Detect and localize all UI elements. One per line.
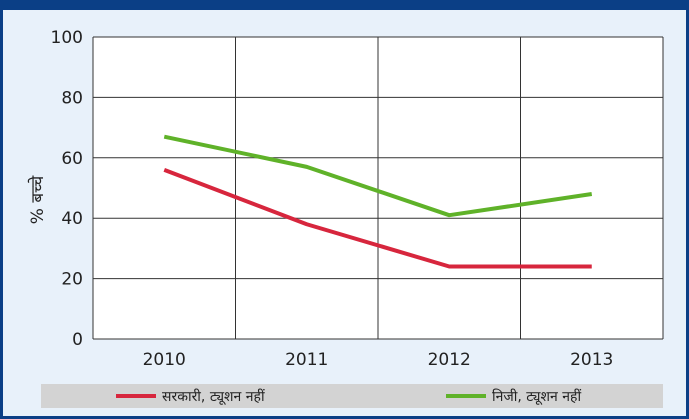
x-tick-label: 2010 [143,350,186,370]
legend: सरकारी, ट्यूशन नहीं निजी, ट्यूशन नहीं [41,384,663,408]
grid [92,36,664,340]
legend-item-private: निजी, ट्यूशन नहीं [446,384,581,408]
y-tick-label: 20 [61,270,83,290]
y-tick-label: 60 [61,149,83,169]
y-axis-label: % बच्चे [27,175,48,225]
x-tick-label: 2013 [570,350,613,370]
y-tick-label: 80 [61,88,83,108]
legend-swatch-government [116,394,156,398]
header-bar [3,0,689,10]
x-tick-label: 2011 [285,350,328,370]
y-tick-label: 0 [72,330,83,350]
y-tick-label: 40 [61,209,83,229]
series-line-0 [163,168,592,269]
y-tick-labels: 0 20 40 60 80 100 [51,28,83,350]
legend-label-government: सरकारी, ट्यूशन नहीं [162,388,265,405]
legend-item-government: सरकारी, ट्यूशन नहीं [116,384,265,408]
legend-label-private: निजी, ट्यूशन नहीं [492,388,582,405]
x-tick-labels: 2010 2011 2012 2013 [143,350,614,370]
y-tick-label: 100 [51,28,83,48]
x-tick-label: 2012 [428,350,471,370]
line-chart: 0 20 40 60 80 100 2010 2011 2012 2013 % बच्चे [27,28,664,370]
legend-swatch-private [446,394,486,398]
series-lines [163,134,593,269]
series-line-1 [163,134,593,218]
